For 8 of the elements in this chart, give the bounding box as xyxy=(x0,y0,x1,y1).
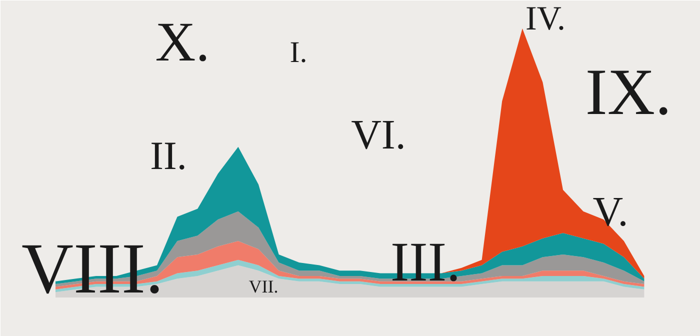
annotation: X. xyxy=(155,12,210,74)
annotation: IV. xyxy=(526,0,566,38)
annotation: I. xyxy=(290,36,308,69)
annotation: VI. xyxy=(351,112,406,158)
annotation: II. xyxy=(150,133,187,178)
annotation: V. xyxy=(592,190,628,236)
annotation: VII. xyxy=(248,276,278,296)
annotation: IX. xyxy=(585,56,672,129)
